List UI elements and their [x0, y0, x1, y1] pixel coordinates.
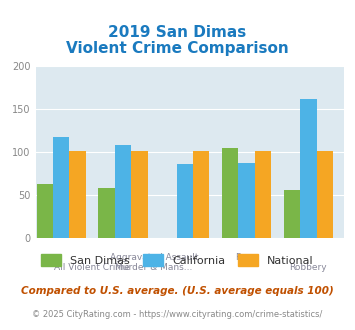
Bar: [53, 137, 70, 238]
Bar: [131, 151, 148, 238]
Text: © 2025 CityRating.com - https://www.cityrating.com/crime-statistics/: © 2025 CityRating.com - https://www.city…: [32, 310, 323, 319]
Bar: [176, 164, 193, 238]
Bar: [222, 148, 238, 238]
Bar: [98, 188, 115, 238]
Text: Robbery: Robbery: [290, 263, 327, 272]
Bar: [238, 163, 255, 238]
Bar: [284, 190, 300, 238]
Text: Murder & Mans...: Murder & Mans...: [115, 263, 192, 272]
Bar: [255, 151, 271, 238]
Bar: [115, 145, 131, 238]
Bar: [37, 183, 53, 238]
Legend: San Dimas, California, National: San Dimas, California, National: [37, 250, 318, 270]
Bar: [300, 99, 317, 238]
Text: Rape: Rape: [235, 253, 258, 262]
Text: 2019 San Dimas: 2019 San Dimas: [108, 25, 247, 40]
Text: All Violent Crime: All Violent Crime: [54, 263, 130, 272]
Bar: [70, 151, 86, 238]
Text: Compared to U.S. average. (U.S. average equals 100): Compared to U.S. average. (U.S. average …: [21, 286, 334, 296]
Text: Violent Crime Comparison: Violent Crime Comparison: [66, 41, 289, 56]
Bar: [193, 151, 209, 238]
Bar: [317, 151, 333, 238]
Text: Aggravated Assault: Aggravated Assault: [110, 253, 198, 262]
